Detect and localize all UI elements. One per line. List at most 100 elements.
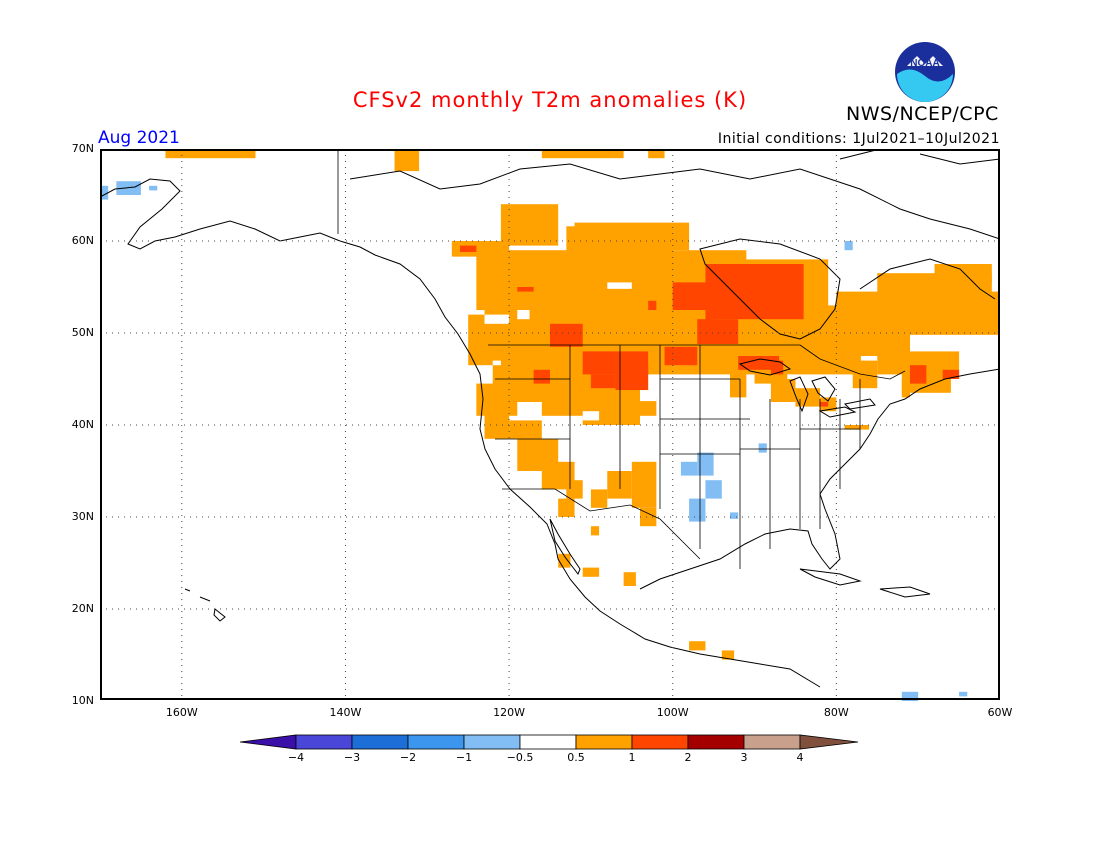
anomaly-cell [640, 507, 657, 527]
latitude-label: 60N [71, 234, 94, 247]
forecast-month: Aug 2021 [98, 128, 180, 148]
colorbar-segment [463, 734, 521, 750]
colorbar-label: −0.5 [506, 751, 534, 764]
anomaly-cell [697, 319, 739, 345]
anomaly-cell [590, 526, 600, 536]
anomaly-cell [738, 356, 780, 370]
anomaly-cell [631, 461, 657, 508]
anomaly-cell [689, 498, 706, 522]
anomaly-map [100, 149, 1000, 701]
latitude-label: 70N [71, 142, 94, 155]
latitude-label: 20N [71, 602, 94, 615]
anomaly-cell [901, 691, 919, 701]
colorbar [240, 734, 859, 750]
coastline [839, 149, 1000, 165]
colorbar-segment [407, 734, 465, 750]
anomaly-cell [934, 264, 992, 283]
anomaly-cell [705, 480, 722, 499]
anomaly-cell [648, 300, 657, 310]
colorbar-segment [519, 734, 577, 750]
coastline [699, 238, 841, 340]
anomaly-cell [689, 641, 706, 651]
state-border [660, 345, 750, 549]
anomaly-cell [590, 374, 616, 389]
anomaly-gap [640, 392, 657, 402]
anomaly-cell [509, 420, 542, 439]
coastline [349, 163, 1000, 240]
anomaly-cell [566, 480, 583, 499]
anomaly-gap [517, 310, 530, 320]
state-border [799, 344, 906, 380]
colorbar-arrow-high [799, 734, 859, 750]
anomaly-cell [558, 498, 575, 517]
longitude-label: 120W [493, 706, 526, 719]
anomaly-cell [394, 149, 420, 172]
anomaly-cell [615, 365, 649, 391]
colorbar-arrow-low [240, 734, 297, 750]
anomaly-cell [680, 461, 698, 476]
coastline [811, 376, 836, 402]
anomaly-cell [844, 425, 870, 430]
anomaly-cell [590, 489, 608, 508]
anomaly-cell [705, 314, 714, 324]
anomaly-gap [582, 411, 600, 421]
colorbar-segment [295, 734, 353, 750]
anomaly-cell [820, 402, 829, 407]
anomaly-cell [582, 567, 600, 577]
coastline [843, 398, 876, 410]
anomaly-cell [672, 282, 714, 310]
map-frame [100, 149, 1000, 700]
latitude-label: 50N [71, 326, 94, 339]
anomaly-cell [697, 452, 714, 476]
political-borders [337, 149, 906, 569]
state-border [502, 488, 701, 560]
colorbar-label: −1 [455, 751, 473, 764]
anomaly-cell [149, 185, 158, 191]
graticule [100, 149, 1000, 701]
colorbar-label: 4 [796, 751, 804, 764]
anomaly-cell [550, 323, 583, 347]
anomaly-cell [910, 365, 927, 384]
coastline [859, 258, 996, 300]
longitude-label: 60W [987, 706, 1013, 719]
anomaly-cell [836, 291, 1000, 335]
anomaly-cell [901, 379, 910, 398]
anomaly-cell [721, 650, 735, 660]
colorbar-label: 3 [740, 751, 748, 764]
coastline [799, 568, 862, 586]
colorbar-segment [351, 734, 409, 750]
colorbar-segment [687, 734, 745, 750]
anomaly-cell [100, 185, 109, 200]
latitude-label: 10N [71, 694, 94, 707]
anomaly-cell [877, 351, 960, 375]
anomaly-cell [623, 572, 636, 586]
longitude-label: 140W [329, 706, 362, 719]
coastline [639, 368, 1000, 590]
coastline [818, 406, 857, 418]
coastline [789, 376, 809, 413]
anomaly-cell [844, 241, 853, 251]
state-border [739, 379, 801, 569]
colorbar-segment [575, 734, 633, 750]
organization-label: NWS/NCEP/CPC [846, 103, 999, 125]
longitude-label: 160W [165, 706, 198, 719]
state-border [800, 379, 861, 529]
colorbar-segment [631, 734, 689, 750]
latitude-label: 40N [71, 418, 94, 431]
noaa-logo: NOAA [895, 42, 955, 102]
anomaly-cell [730, 512, 739, 519]
anomaly-cell [852, 360, 878, 389]
anomaly-cell [460, 245, 477, 253]
anomaly-cell [758, 443, 767, 453]
anomaly-cell [533, 369, 550, 384]
initial-conditions: Initial conditions: 1Jul2021–10Jul2021 [717, 131, 1000, 147]
anomaly-cell [500, 204, 559, 246]
anomaly-cells [100, 149, 1000, 701]
coastline [879, 586, 931, 598]
anomaly-cell [607, 471, 632, 499]
anomaly-cell [942, 369, 960, 379]
colorbar-label: 1 [628, 751, 636, 764]
anomaly-cell [828, 333, 910, 356]
colorbar-label: −3 [343, 751, 361, 764]
state-border [495, 345, 661, 509]
